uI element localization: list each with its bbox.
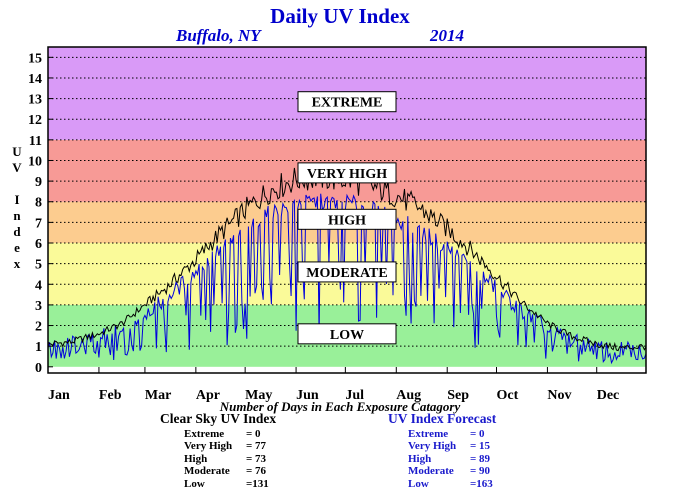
stat-value: =131 xyxy=(246,477,269,490)
forecast-row: Low =163 xyxy=(408,478,496,491)
forecast-row: Moderate = 90 xyxy=(408,465,496,478)
stat-value: = 0 xyxy=(246,427,261,440)
stat-label: Low xyxy=(408,477,429,490)
stat-value: = 0 xyxy=(470,427,485,440)
clear_sky-row: Extreme = 0 xyxy=(184,428,276,441)
y-tick-label: 0 xyxy=(35,361,42,376)
x-tick-label: Jan xyxy=(48,388,70,403)
stat-label: Moderate xyxy=(184,465,230,477)
stat-label: High xyxy=(184,452,208,465)
band-label-box xyxy=(297,162,397,184)
y-axis-label-letter: V xyxy=(12,160,22,175)
y-axis-label-letter: U xyxy=(12,144,22,159)
y-axis-label-letter: I xyxy=(14,192,20,207)
y-axis-label-letter: e xyxy=(14,240,20,255)
clear_sky-row: Moderate = 76 xyxy=(184,465,276,478)
y-tick-label: 11 xyxy=(29,134,42,149)
stat-label: Moderate xyxy=(408,465,454,477)
band-label: VERY HIGH xyxy=(307,167,387,182)
band-label-box xyxy=(297,91,397,113)
plot-frame xyxy=(47,46,647,374)
forecast-header: UV Index Forecast xyxy=(388,411,497,426)
x-tick-label: Nov xyxy=(547,388,571,403)
y-axis-label-letter: x xyxy=(13,256,21,271)
y-tick-label: 4 xyxy=(35,278,42,293)
band-label: LOW xyxy=(330,328,364,343)
stat-label: Extreme xyxy=(184,427,225,440)
x-tick-label: Jul xyxy=(345,388,364,403)
y-tick-label: 6 xyxy=(35,237,42,252)
x-tick-label: Oct xyxy=(497,388,519,403)
chart-title: Daily UV Index xyxy=(270,4,410,28)
clear-sky-stats: Clear Sky UV Index Extreme = 0 Very High = … xyxy=(160,411,277,491)
y-tick-label: 7 xyxy=(35,216,42,231)
stat-value: = 89 xyxy=(470,452,491,465)
stat-value: =163 xyxy=(470,477,493,490)
stat-label: Extreme xyxy=(408,427,449,440)
x-tick-label: Sep xyxy=(447,388,469,403)
band-label: EXTREME xyxy=(312,96,383,111)
forecast-row: Extreme = 0 xyxy=(408,428,496,441)
y-tick-label: 14 xyxy=(28,72,42,87)
y-tick-label: 1 xyxy=(35,340,42,355)
exposure-days-caption: Number of Days in Each Exposure Catagory xyxy=(219,399,461,414)
x-tick-label: Mar xyxy=(145,388,171,403)
x-tick-label: May xyxy=(245,388,272,403)
stat-label: Very High xyxy=(184,440,233,452)
y-tick-label: 5 xyxy=(35,258,42,273)
y-tick-label: 12 xyxy=(28,113,42,128)
clear_sky-row: Low =131 xyxy=(184,478,276,491)
band-label: HIGH xyxy=(328,213,366,228)
clear_sky-row: Very High = 77 xyxy=(184,440,276,453)
y-tick-label: 9 xyxy=(35,175,42,190)
forecast-row: Very High = 15 xyxy=(408,440,496,453)
stat-label: High xyxy=(408,452,432,465)
stat-value: = 77 xyxy=(246,440,267,452)
x-tick-label: Apr xyxy=(196,388,220,403)
stat-label: Very High xyxy=(408,440,457,452)
stat-value: = 15 xyxy=(470,440,491,452)
band-label: MODERATE xyxy=(306,266,387,281)
stat-label: Low xyxy=(184,477,205,490)
y-tick-label: 15 xyxy=(28,51,42,66)
y-axis-label-letter: n xyxy=(13,208,21,223)
x-tick-label: Feb xyxy=(99,388,122,403)
series-forecast-line xyxy=(47,193,647,365)
x-tick-label: Dec xyxy=(597,388,620,403)
band-label-box xyxy=(297,323,397,345)
clear_sky-row: High = 73 xyxy=(184,453,276,466)
y-tick-label: 2 xyxy=(35,320,42,335)
x-tick-label: Jun xyxy=(296,388,319,403)
forecast-row: High = 89 xyxy=(408,453,496,466)
y-tick-label: 13 xyxy=(28,93,42,108)
subtitle-city: Buffalo, NY xyxy=(176,26,261,45)
stat-value: = 76 xyxy=(246,465,267,477)
stat-value: = 73 xyxy=(246,452,267,465)
x-tick-label: Aug xyxy=(396,388,421,403)
forecast-rows: Extreme = 0 Very High = 15 High = 89 Moderate =… xyxy=(408,428,496,491)
band-label-box xyxy=(297,208,397,230)
y-tick-label: 10 xyxy=(28,154,42,169)
stat-value: = 90 xyxy=(470,465,491,477)
forecast-stats: UV Index Forecast Extreme = 0 Very High = 1… xyxy=(388,411,497,491)
subtitle-year: 2014 xyxy=(430,26,464,45)
clear-sky-header: Clear Sky UV Index xyxy=(160,411,277,426)
y-tick-label: 3 xyxy=(35,299,42,314)
y-tick-label: 8 xyxy=(35,196,42,211)
clear-sky-rows: Extreme = 0 Very High = 77 High = 73 Moderate =… xyxy=(184,428,276,491)
band-label-box xyxy=(297,261,397,283)
y-axis-label-letter: d xyxy=(13,224,21,239)
